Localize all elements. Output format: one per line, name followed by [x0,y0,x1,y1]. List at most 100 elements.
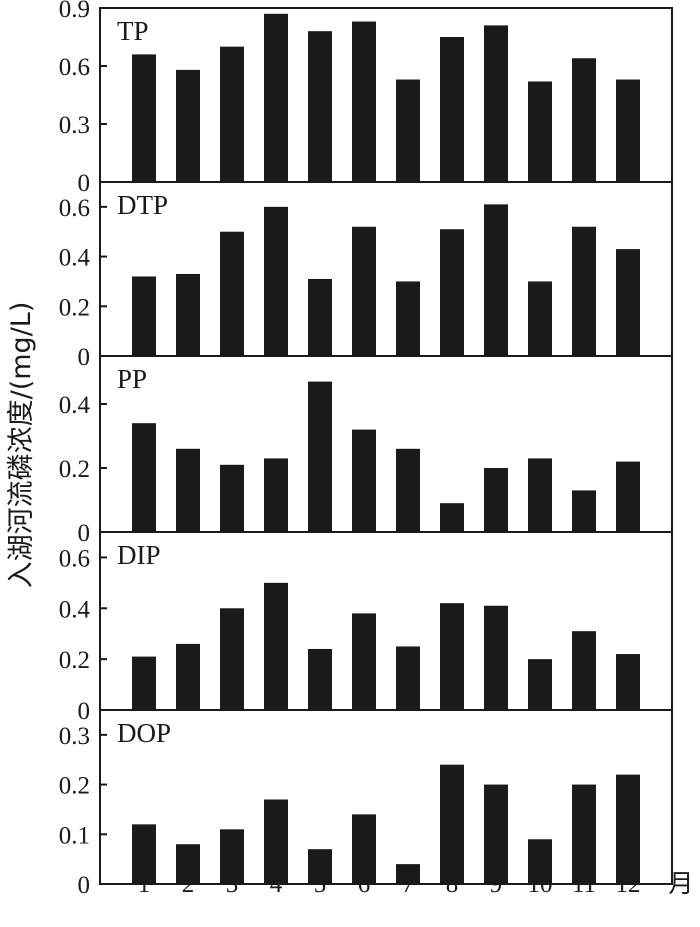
bar-tp-1 [132,54,156,182]
bar-dtp-3 [220,231,244,356]
bar-dip-8 [440,603,464,710]
bar-tp-11 [572,58,596,183]
bar-dtp-8 [440,229,464,356]
y-tick-label: 0 [78,520,91,547]
panel-dop: 0 0.1 0.2 0.3 DOP [59,709,673,899]
bar-dop-8 [440,764,464,884]
bar-pp-9 [484,468,508,532]
bar-dtp-10 [528,281,552,356]
bar-tp-5 [308,31,332,183]
y-axis-label: 入湖河流磷浓度/(mg/L) [6,302,37,589]
y-tick-label: 0.6 [59,545,90,572]
x-tick-label: 9 [490,871,503,898]
bar-dop-9 [484,784,508,884]
bar-dtp-7 [396,281,420,356]
bar-dip-3 [220,608,244,710]
bar-dop-5 [308,849,332,884]
bar-dtp-9 [484,204,508,356]
bar-pp-3 [220,464,244,532]
bar-tp-12 [616,79,640,182]
panel-tp: 0 0.3 0.6 0.9 TP [59,0,673,197]
bar-tp-9 [484,25,508,183]
panel-label: TP [117,16,149,46]
bar-dip-1 [132,656,156,710]
y-tick-label: 0.2 [59,773,90,800]
bar-dip-10 [528,659,552,710]
bar-dtp-12 [616,249,640,356]
bar-pp-11 [572,490,596,532]
x-axis-unit: 月 [668,871,693,898]
x-tick-label: 11 [572,871,596,898]
panel-label: DTP [117,190,168,220]
bar-pp-5 [308,381,332,532]
bar-dip-7 [396,646,420,710]
y-tick-label: 0.4 [59,392,91,419]
y-tick-label: 0.6 [59,54,90,81]
bar-tp-2 [176,69,200,182]
x-tick-label: 3 [226,871,239,898]
y-tick-label: 0 [78,872,91,899]
panel-pp: 0 0.2 0.4 PP [59,355,673,547]
panel-dip: 0 0.2 0.4 0.6 DIP [59,531,673,725]
x-tick-label: 12 [616,871,641,898]
panel-frame [99,709,673,885]
x-tick-label: 1 [138,871,151,898]
bar-tp-3 [220,46,244,182]
x-tick-label: 7 [402,871,415,898]
bar-pp-12 [616,461,640,532]
x-tick-label: 4 [270,871,283,898]
x-tick-label: 5 [314,871,327,898]
bar-dtp-5 [308,278,332,356]
x-axis: 1 2 3 4 5 6 7 8 9 10 11 12 [138,871,641,898]
bar-dip-4 [264,582,288,710]
panel-dtp: 0 0.2 0.4 0.6 DTP [59,181,673,371]
bar-dop-12 [616,774,640,884]
y-tick-label: 0 [78,170,91,197]
y-tick-label: 0.2 [59,647,90,674]
bar-dip-5 [308,648,332,710]
bar-dip-6 [352,613,376,710]
bar-dtp-4 [264,206,288,356]
x-tick-label: 10 [528,871,553,898]
panel-label: DOP [117,718,171,748]
y-tick-label: 0.2 [59,294,90,321]
bar-dop-2 [176,844,200,884]
bar-dip-11 [572,631,596,710]
bar-dip-2 [176,643,200,710]
bar-dtp-6 [352,226,376,356]
y-tick-label: 0.3 [59,723,90,750]
bar-dop-6 [352,814,376,884]
bar-pp-2 [176,448,200,532]
bar-dtp-1 [132,276,156,356]
bar-dop-10 [528,839,552,884]
y-tick-label: 0.1 [59,822,90,849]
bar-tp-7 [396,79,420,182]
bar-pp-7 [396,448,420,532]
y-tick-label: 0.9 [59,0,90,23]
bar-pp-1 [132,423,156,532]
y-tick-label: 0.2 [59,456,90,483]
y-tick-label: 0.4 [59,596,91,623]
bar-dtp-11 [572,226,596,356]
x-tick-label: 2 [182,871,195,898]
y-tick-label: 0 [78,698,91,725]
panel-label: PP [117,364,147,394]
bar-dop-1 [132,824,156,884]
bar-dip-9 [484,605,508,710]
bar-dop-7 [396,864,420,884]
y-tick-label: 0.3 [59,112,90,139]
bar-pp-4 [264,458,288,532]
bar-dop-3 [220,829,244,884]
bar-dop-11 [572,784,596,884]
x-tick-label: 8 [446,871,459,898]
y-tick-label: 0 [78,344,91,371]
y-tick-label: 0.6 [59,195,90,222]
x-tick-label: 6 [358,871,371,898]
bar-tp-6 [352,21,376,183]
bar-pp-6 [352,429,376,532]
bar-tp-10 [528,81,552,182]
bar-dop-4 [264,799,288,884]
bar-pp-8 [440,503,464,532]
